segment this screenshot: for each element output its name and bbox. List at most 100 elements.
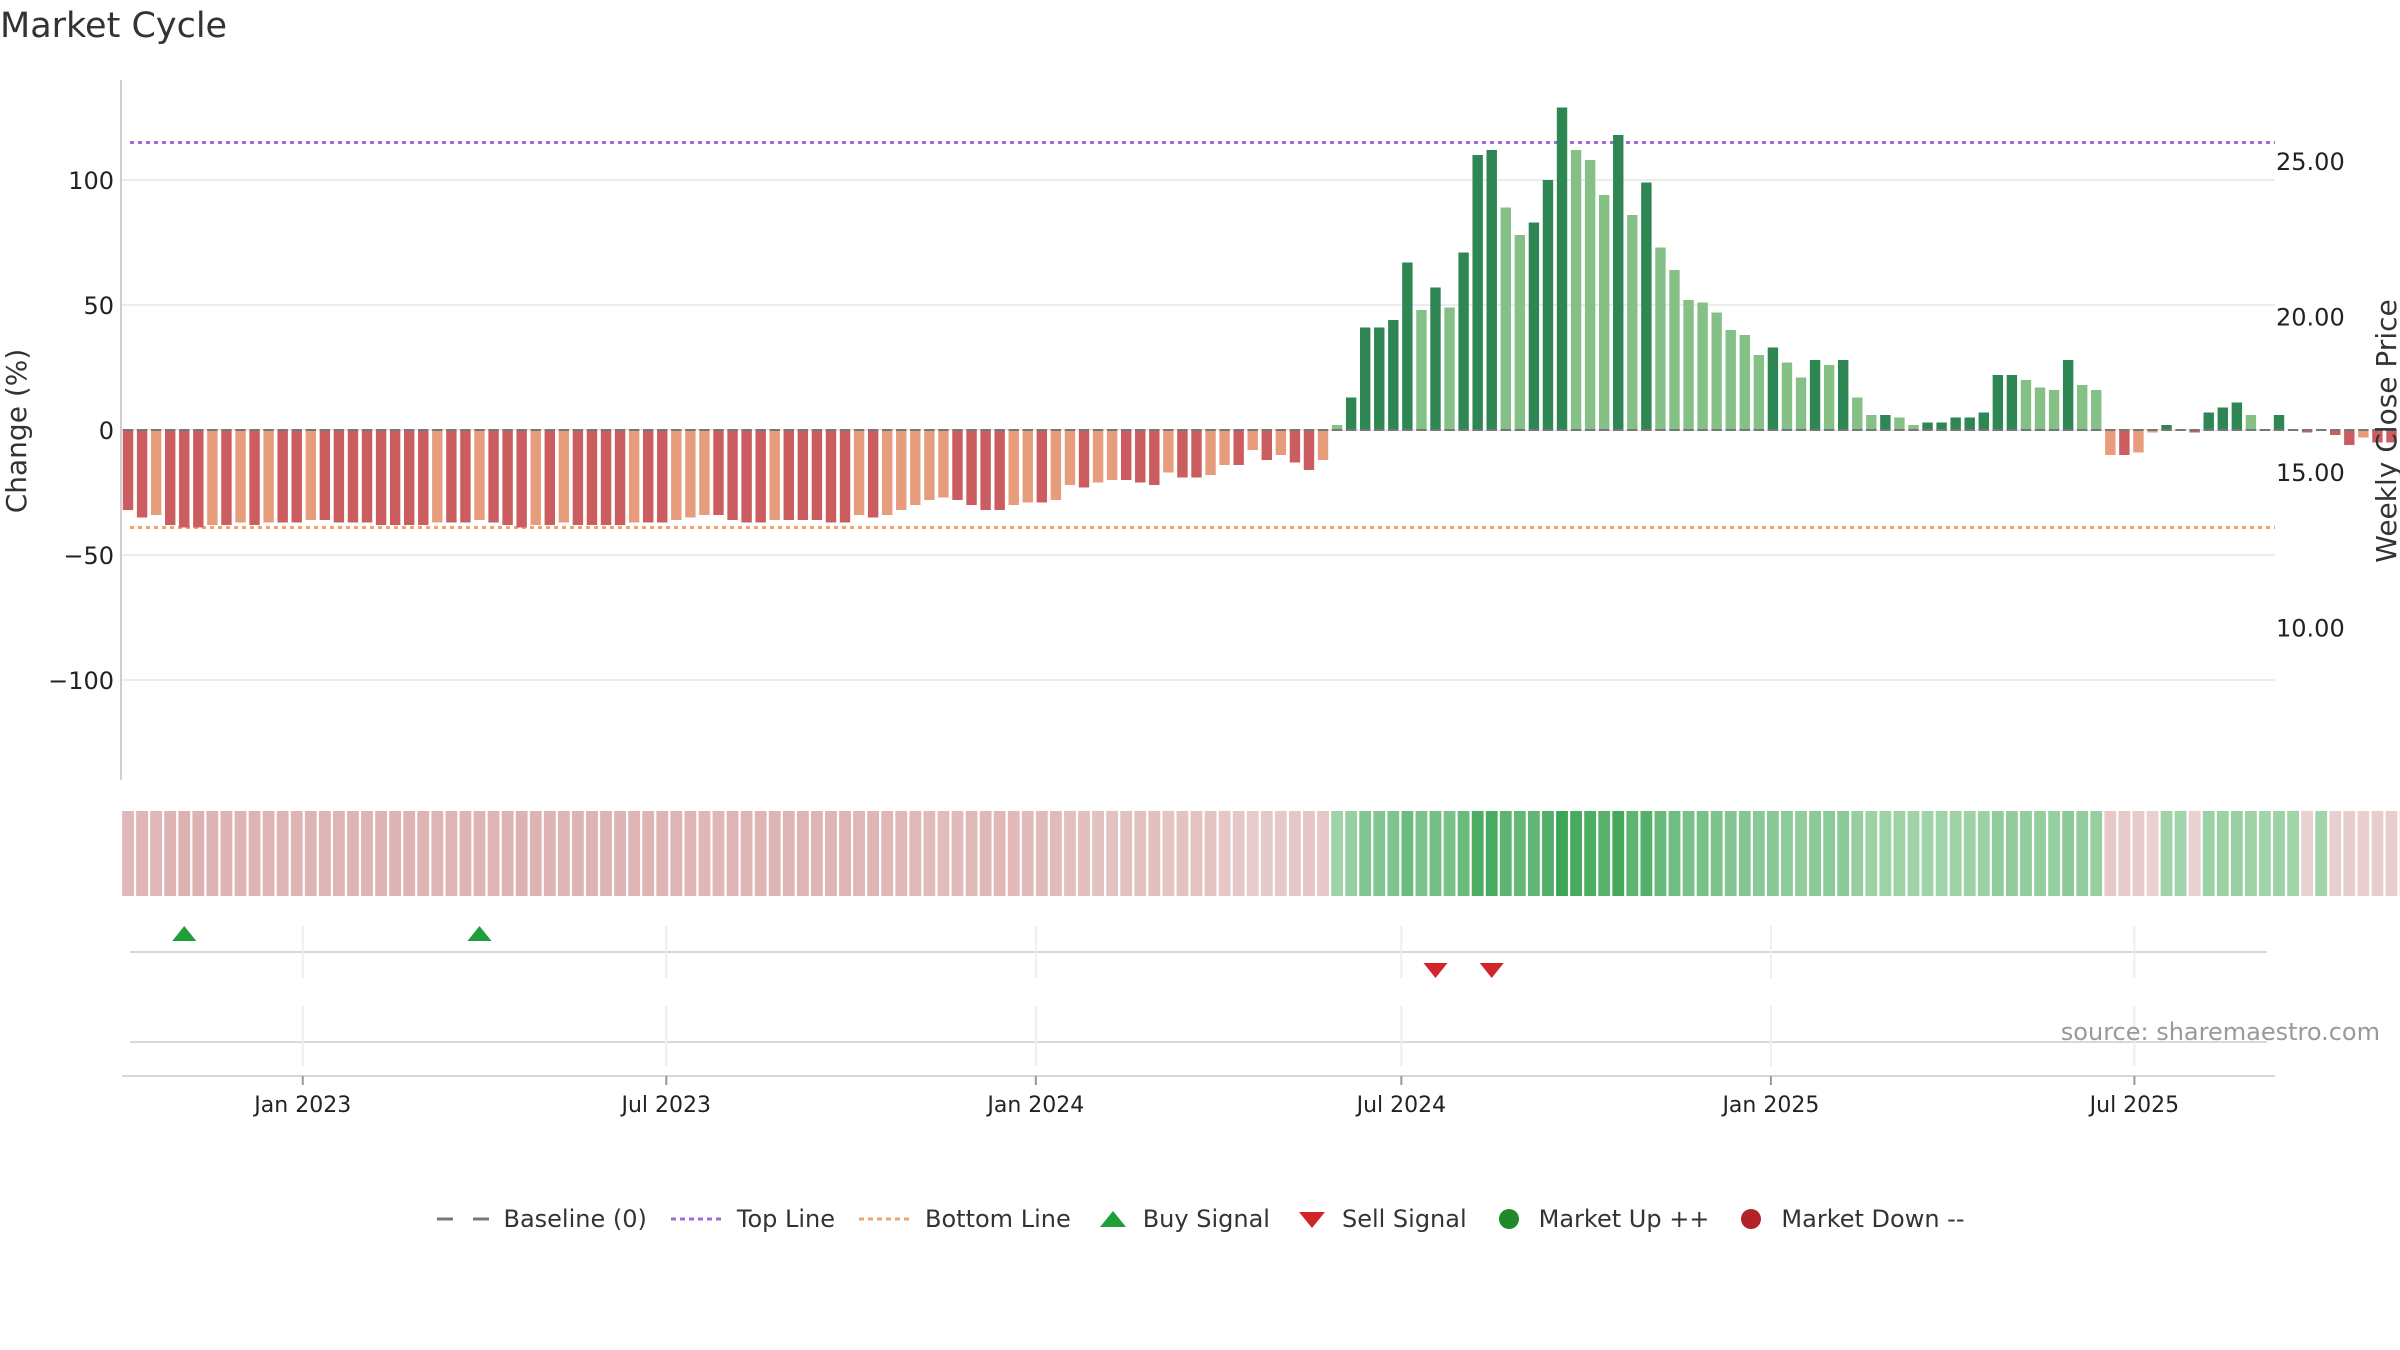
bar: [2076, 385, 2088, 430]
bar: [699, 430, 710, 515]
strip-cell: [2287, 811, 2299, 896]
bar: [628, 430, 640, 523]
strip-cell: [1710, 811, 1723, 896]
strip-cell: [1781, 811, 1793, 896]
strip-cell: [206, 811, 219, 896]
reference-lines: [130, 141, 2275, 529]
bar: [727, 430, 738, 520]
strip-cell: [726, 811, 739, 896]
strip-cell: [656, 811, 669, 896]
legend-label: Sell Signal: [1341, 1205, 1467, 1233]
y-tick-label: −100: [48, 667, 114, 695]
strip-cell: [1176, 811, 1189, 896]
strip-cell: [1570, 811, 1582, 896]
strip-cell: [1542, 811, 1554, 896]
strip-cell: [1190, 811, 1203, 896]
bar: [1922, 422, 1933, 430]
strip-cell: [150, 811, 163, 896]
bar: [2119, 430, 2130, 455]
bar: [2344, 430, 2355, 445]
strip-cell: [628, 811, 641, 896]
strip-cell: [1317, 811, 1329, 896]
bar: [1022, 430, 1033, 503]
bar: [446, 430, 457, 523]
strip-cell: [1991, 811, 2004, 896]
strip-cell: [459, 811, 472, 896]
bar: [2301, 430, 2313, 433]
strip-cell: [1443, 811, 1456, 896]
bar: [2161, 425, 2172, 430]
bar: [1978, 412, 1989, 430]
bar: [1233, 430, 1244, 465]
y-tick-label: 100: [68, 167, 114, 195]
dashed-line-icon: [437, 1217, 492, 1221]
strip-cell: [923, 811, 936, 896]
bar: [1163, 430, 1174, 473]
strip-cell: [586, 811, 598, 896]
bar: [1402, 262, 1413, 430]
strip-cell: [1977, 811, 1990, 896]
bar: [530, 430, 541, 525]
strip-cell: [1682, 811, 1695, 896]
bar: [910, 430, 921, 505]
bar: [2372, 430, 2383, 443]
bar: [150, 430, 162, 515]
strip-cell: [2315, 811, 2328, 896]
strip-cell: [2301, 811, 2314, 896]
bar: [1205, 430, 1216, 475]
strip-cell: [1049, 811, 1062, 896]
strip-cell: [2216, 811, 2229, 896]
strip-cell: [1457, 811, 1470, 896]
strip-cell: [1092, 811, 1104, 896]
bar: [2020, 380, 2032, 430]
strip-cell: [262, 811, 275, 896]
bar: [1570, 150, 1582, 430]
bar: [2048, 390, 2060, 430]
bar: [1641, 182, 1652, 430]
bar: [2133, 430, 2144, 453]
strip-cell: [1007, 811, 1020, 896]
strip-cell: [839, 811, 851, 896]
bar: [1767, 347, 1779, 430]
strip-cell: [1162, 811, 1175, 896]
strip-cell: [361, 811, 373, 896]
y-tick-labels: 100 50 0 −50 −100: [48, 167, 114, 695]
strip-cell: [1738, 811, 1751, 896]
triangle-down-icon: [1298, 1212, 1325, 1228]
bar: [1528, 222, 1540, 430]
bar: [1120, 430, 1132, 480]
strip-cell: [1513, 811, 1526, 896]
strip-cell: [614, 811, 626, 896]
strip-cell: [1668, 811, 1681, 896]
bar: [179, 430, 190, 528]
legend-label: Top Line: [736, 1205, 836, 1233]
strip-cell: [2048, 811, 2060, 896]
bar: [1753, 355, 1765, 430]
legend: Baseline (0) Top Line Bottom Line Buy Si…: [0, 1205, 2400, 1233]
strip-cell: [825, 811, 837, 896]
bar: [966, 430, 977, 505]
bar: [2217, 407, 2228, 430]
bar: [1584, 160, 1596, 430]
strip-cell: [2273, 811, 2285, 896]
strip-cell: [417, 811, 430, 896]
bar: [2189, 430, 2200, 433]
strip-cell: [853, 811, 865, 896]
strip-cell: [1359, 811, 1372, 896]
y-tick-label: 0: [99, 417, 114, 445]
strip-cell: [220, 811, 233, 896]
strip-cell: [1288, 811, 1301, 896]
legend-market-down: Market Down --: [1731, 1205, 1965, 1233]
bar: [1837, 360, 1849, 430]
bar: [1444, 307, 1455, 430]
strip-cell: [2230, 811, 2243, 896]
bar: [2231, 402, 2243, 430]
bar: [1908, 425, 1919, 430]
strip-cell: [1654, 811, 1667, 896]
bar: [614, 430, 626, 525]
bar: [347, 430, 359, 523]
strip-cell: [2160, 811, 2173, 896]
circle-icon: [1741, 1209, 1762, 1229]
strip-cell: [937, 811, 950, 896]
y2-tick-label: 25.00: [2276, 148, 2345, 176]
